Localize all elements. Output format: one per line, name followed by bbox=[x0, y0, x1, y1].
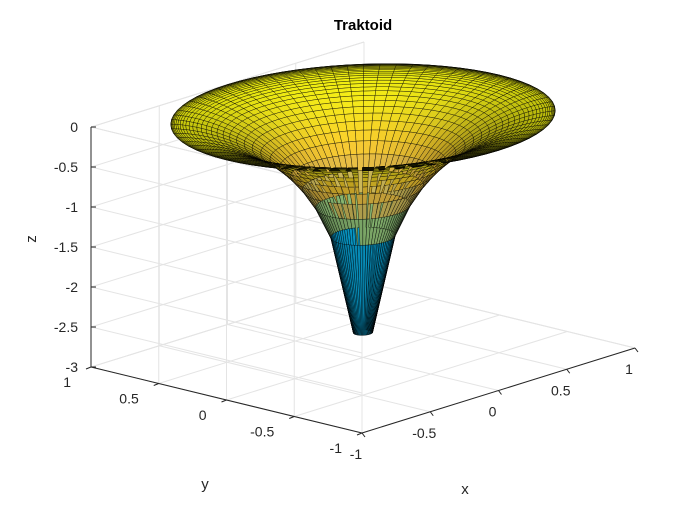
surface-patch bbox=[363, 140, 371, 155]
surface-patch bbox=[386, 90, 401, 96]
surface-patch bbox=[377, 72, 394, 76]
surface-patch bbox=[357, 203, 364, 220]
grid-line bbox=[294, 331, 568, 417]
grid-line bbox=[90, 166, 363, 234]
x-tick-label: 1 bbox=[625, 361, 633, 377]
surface-patch bbox=[363, 100, 375, 107]
surface-patch bbox=[344, 177, 355, 183]
surface-patch bbox=[351, 90, 364, 97]
surface-patch bbox=[342, 106, 354, 115]
x-axis-label: x bbox=[461, 481, 469, 498]
surface-patch bbox=[374, 90, 389, 96]
y-tick-mark bbox=[221, 399, 227, 403]
surface-patch bbox=[387, 86, 402, 92]
x-tick-mark bbox=[498, 390, 502, 395]
surface-patch bbox=[372, 106, 385, 114]
x-tick-label: -0.5 bbox=[412, 425, 436, 441]
surface-patch bbox=[363, 95, 376, 101]
surface-patch bbox=[332, 107, 345, 116]
surface-patch bbox=[341, 100, 354, 108]
surface-patch bbox=[345, 121, 356, 132]
surface-patch bbox=[372, 112, 383, 122]
y-tick-label: 1 bbox=[63, 374, 71, 390]
chart-title: Traktoid bbox=[334, 17, 392, 34]
z-tick-label: 0 bbox=[70, 119, 78, 135]
y-tick-mark bbox=[356, 432, 363, 436]
x-tick-label: -1 bbox=[350, 446, 363, 462]
box-edge bbox=[363, 281, 636, 349]
surface-patch bbox=[373, 100, 386, 107]
grid-line bbox=[90, 246, 363, 314]
surface-patch bbox=[385, 95, 399, 101]
surface-patch bbox=[363, 83, 378, 88]
surface-patch bbox=[376, 77, 392, 81]
surface-patch bbox=[353, 112, 364, 122]
x-tick-mark bbox=[361, 432, 366, 438]
y-tick-label: 0.5 bbox=[119, 391, 139, 407]
grid-line bbox=[90, 281, 365, 368]
z-tick-label: -2.5 bbox=[54, 319, 78, 335]
surface-patch bbox=[375, 83, 391, 87]
y-tick-label: -1 bbox=[330, 440, 343, 456]
y-tick-mark bbox=[153, 383, 159, 386]
surface-patch bbox=[363, 106, 375, 114]
surface-patch bbox=[334, 114, 346, 124]
z-tick-label: -2 bbox=[66, 279, 79, 295]
y-tick-label: -0.5 bbox=[250, 424, 274, 440]
surface-patch bbox=[363, 112, 374, 122]
y-axis-label: y bbox=[201, 476, 209, 493]
surface-patch bbox=[378, 70, 395, 74]
z-tick-label: -3 bbox=[66, 359, 79, 375]
x-tick-mark bbox=[566, 368, 571, 374]
surface-patch bbox=[352, 100, 364, 108]
surface-patch bbox=[363, 86, 377, 92]
surface-patch bbox=[363, 90, 376, 96]
surface-patch bbox=[388, 83, 404, 88]
surface-patch bbox=[346, 130, 357, 142]
axes-layer: -1-0.500.51-1-0.500.51-3-2.5-2-1.5-1-0.5… bbox=[54, 119, 639, 462]
x-tick-mark bbox=[429, 411, 434, 417]
surface-patch bbox=[356, 193, 364, 205]
surface-patch bbox=[554, 110, 556, 116]
x-tick-label: 0.5 bbox=[551, 382, 571, 398]
z-tick-label: -1.5 bbox=[54, 239, 78, 255]
x-tick-mark bbox=[634, 347, 639, 353]
y-tick-mark bbox=[85, 366, 92, 370]
z-tick-label: -1 bbox=[66, 199, 79, 215]
surface-patch bbox=[377, 74, 393, 78]
grid-line bbox=[90, 326, 363, 394]
surface-patch bbox=[351, 95, 364, 102]
grid-line bbox=[90, 206, 363, 274]
z-axis-label: z bbox=[23, 235, 40, 243]
surface-patch bbox=[374, 95, 387, 101]
grid-line bbox=[226, 314, 500, 401]
surface-patch bbox=[363, 120, 373, 131]
y-tick-mark bbox=[289, 416, 295, 419]
grid-line bbox=[90, 286, 363, 354]
surface-patch bbox=[343, 113, 355, 123]
grid-line bbox=[90, 241, 365, 328]
surface-patch bbox=[340, 95, 353, 103]
surface-patch bbox=[354, 129, 364, 142]
surface-patch bbox=[376, 79, 392, 84]
surface-patch bbox=[363, 129, 372, 142]
grid-line bbox=[90, 201, 365, 288]
surface-patch bbox=[352, 106, 364, 114]
x-tick-label: 0 bbox=[489, 404, 497, 420]
surface-patch bbox=[355, 140, 364, 155]
grid-line bbox=[158, 298, 432, 384]
surface-patch bbox=[354, 120, 364, 131]
y-tick-label: 0 bbox=[199, 407, 207, 423]
surface-patch bbox=[375, 86, 390, 91]
surface-patch bbox=[363, 79, 378, 84]
surface-plot bbox=[170, 63, 556, 336]
z-tick-label: -0.5 bbox=[54, 159, 78, 175]
